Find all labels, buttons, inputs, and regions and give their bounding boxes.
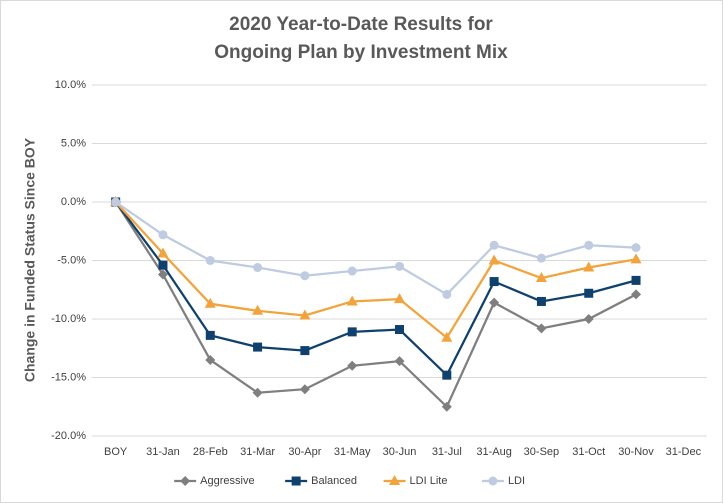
x-tick-label: 30-Jun	[383, 446, 417, 458]
y-tick-label: -20.0%	[51, 430, 86, 442]
marker	[300, 271, 310, 281]
x-tick-label: 30-Sep	[524, 446, 559, 458]
y-tick-label: -5.0%	[57, 254, 86, 266]
marker	[299, 309, 311, 320]
marker	[489, 277, 499, 287]
marker	[253, 263, 263, 273]
x-tick-label: 31-Dec	[666, 446, 702, 458]
x-tick-label: 31-Oct	[572, 446, 605, 458]
marker	[205, 354, 216, 365]
marker	[111, 197, 121, 207]
x-tick-label: 31-Mar	[240, 446, 275, 458]
marker	[346, 295, 358, 306]
x-tick-label: 30-Nov	[618, 446, 654, 458]
marker	[252, 387, 263, 398]
series-line	[115, 201, 637, 296]
marker	[347, 327, 357, 337]
marker	[205, 330, 215, 340]
y-tick-label: 10.0%	[55, 79, 86, 91]
marker	[204, 297, 216, 308]
marker	[442, 289, 452, 299]
marker	[158, 230, 168, 240]
marker	[584, 240, 594, 250]
marker	[157, 247, 169, 258]
marker	[631, 243, 641, 253]
marker	[441, 401, 452, 412]
marker	[395, 325, 404, 335]
marker	[158, 260, 168, 270]
series-line	[114, 201, 637, 378]
legend-label: LDI	[508, 475, 525, 487]
marker	[347, 360, 358, 371]
marker	[347, 266, 357, 276]
legend-label: Aggressive	[200, 475, 254, 487]
marker	[489, 297, 500, 308]
y-tick-label: -15.0%	[51, 371, 86, 383]
marker	[180, 476, 191, 486]
marker	[205, 256, 215, 265]
marker	[583, 261, 595, 272]
marker	[395, 261, 404, 271]
marker	[394, 293, 405, 304]
chart-title-line: 2020 Year-to-Date Results for	[229, 14, 493, 35]
marker	[536, 323, 547, 334]
marker	[631, 275, 641, 285]
series-line	[114, 201, 637, 409]
x-tick-label: 31-Aug	[476, 446, 511, 458]
chart-title-line: Ongoing Plan by Investment Mix	[214, 42, 508, 63]
y-tick-label: 0.0%	[61, 196, 86, 208]
x-tick-label: 31-Jul	[432, 446, 462, 458]
legend-label: Balanced	[311, 475, 357, 487]
y-axis-label: Change in Funded Status Since BOY	[22, 137, 38, 382]
marker	[441, 331, 453, 342]
marker	[631, 289, 642, 300]
marker	[536, 296, 546, 306]
marker	[389, 475, 401, 485]
legend-label: LDI Lite	[410, 475, 448, 487]
x-tick-label: 30-Apr	[288, 446, 321, 458]
x-tick-label: 31-May	[334, 446, 371, 458]
marker	[253, 342, 263, 352]
marker	[489, 240, 499, 250]
marker	[394, 356, 405, 367]
y-tick-label: -10.0%	[51, 313, 86, 325]
series-line	[114, 201, 637, 340]
marker	[300, 346, 310, 356]
marker	[488, 254, 500, 265]
marker	[291, 476, 301, 486]
marker	[488, 476, 498, 486]
marker	[442, 370, 452, 380]
marker	[157, 269, 168, 280]
x-tick-label: 31-Jan	[146, 446, 180, 458]
marker	[535, 272, 547, 283]
marker	[299, 384, 310, 395]
marker	[630, 253, 642, 264]
marker	[583, 314, 594, 324]
marker	[584, 288, 594, 298]
marker	[252, 304, 264, 315]
x-tick-label: 28-Feb	[193, 446, 228, 458]
y-tick-label: 5.0%	[61, 137, 86, 149]
marker	[536, 253, 546, 263]
x-tick-label: BOY	[104, 446, 128, 458]
